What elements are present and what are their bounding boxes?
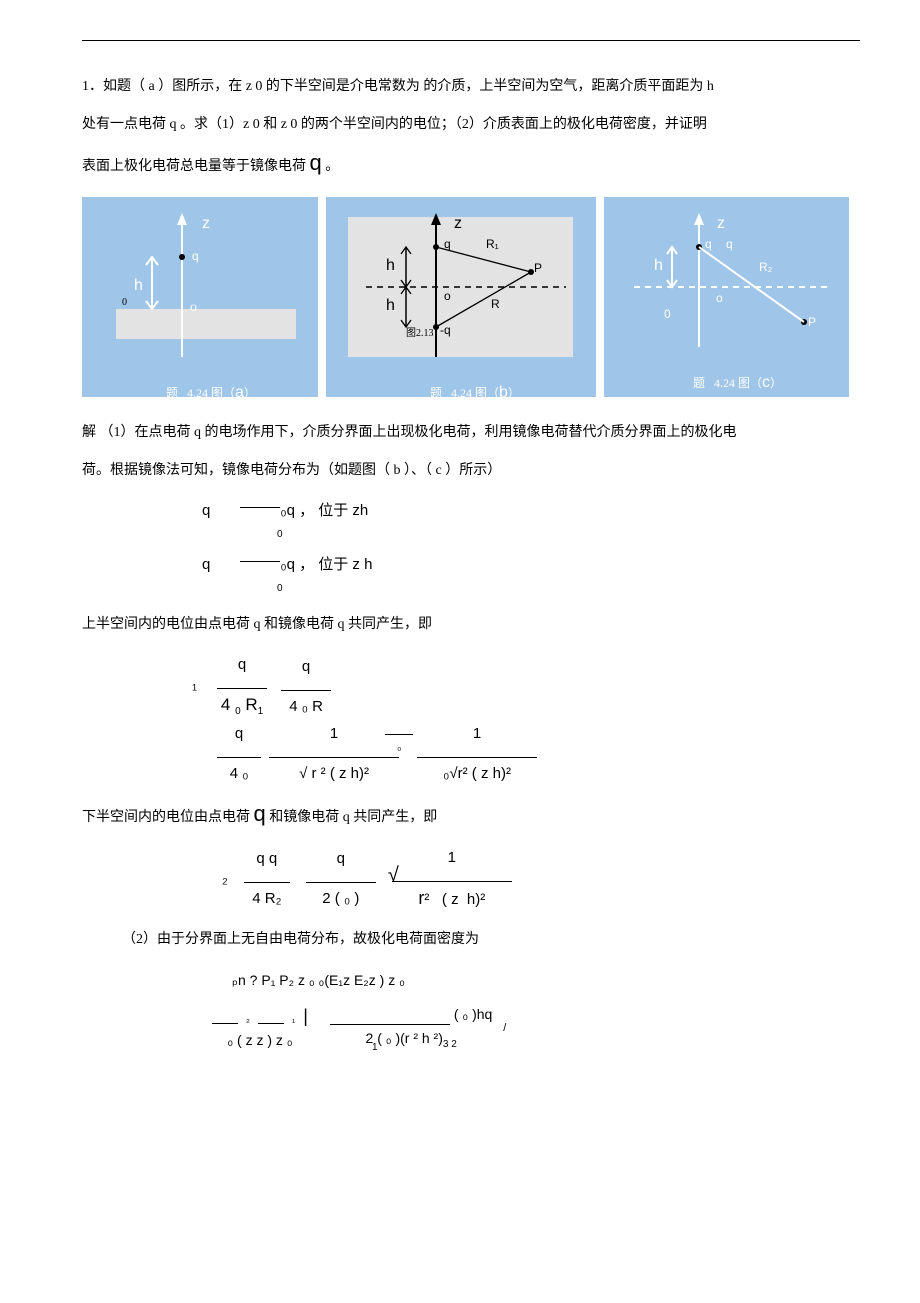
phi1-t2: q (281, 657, 331, 677)
sol-line-3: 下半空间内的电位由点电荷 q 和镜像电荷 q 共同产生，即 (82, 798, 860, 834)
rho1: ₚn ? P₁ P₂ z ₀ ₀(E₁z E₂z ) z ₀ (232, 972, 405, 988)
r2t2: ₁ (292, 1010, 295, 1030)
top-rule (82, 40, 860, 41)
fig-c-P: P (808, 315, 816, 329)
fig-b-h2: h (386, 297, 395, 315)
eq-rho2: ₂ ₁ | ₀ ( z z ) z ₀ ( ₀ )hq 2 ( ₀ )(r ² … (212, 1004, 860, 1051)
s3b: 和镜像电荷 q 共同产生，即 (266, 810, 438, 825)
fig-c-cap-pre: 题 4.24 图（ (693, 376, 762, 390)
phi2-t1: q q (244, 849, 290, 869)
fig-c-q2: q (726, 237, 733, 251)
figure-row: z q h 0 o 题 4.24 图（a） (82, 197, 860, 397)
problem-line-3: 表面上极化电荷总电量等于镜像电荷 q 。 (82, 147, 860, 183)
phi1-lead: ₁ (192, 675, 197, 695)
phi1-b2: 4 ₀ R (281, 697, 331, 717)
r2t1: ₂ (246, 1010, 250, 1030)
r2b1: ₀ ( z z ) z ₀ (212, 1030, 308, 1050)
fig-b-z: z (454, 215, 462, 233)
q1-s: 0 (277, 525, 283, 545)
s3big: q (254, 801, 266, 826)
fig-c-q1: q (705, 237, 712, 251)
fig-b-qneg: -q (440, 323, 451, 337)
fig-b-o: o (444, 289, 451, 303)
prob-l1c: 表面上极化电荷总电量等于镜像电荷 (82, 159, 310, 174)
fig-b-R: R (491, 297, 500, 311)
phi1-b1: 4 0 R1 (217, 695, 267, 718)
phi1-b5: ₀√r² ( z h)² (417, 764, 537, 784)
fig-c-z: z (717, 215, 725, 233)
phi1-pre5: ₀ (397, 738, 401, 758)
figure-c: z q q h R₂ o 0 P 题 4.24 图（c） (604, 197, 849, 397)
eq-phi2: ₂ q q 4 R₂ q 2 ( ₀ ) 1 r² ( z h)² √ (222, 848, 860, 910)
phi2-b2: 2 ( ₀ ) (306, 889, 376, 909)
phi1-t4: 1 (269, 724, 399, 744)
q2-l: q (202, 555, 210, 575)
eq-phi1: ₁ q 4 0 R1 q 4 ₀ R (192, 655, 860, 784)
fig-a-h: h (134, 277, 143, 295)
fig-a-svg (82, 197, 318, 397)
eq-qprime1: q ₀q ， 位于 zh 0 (202, 501, 860, 541)
fig-c-cap-post: ） (770, 376, 782, 390)
fig-b-h1: h (386, 257, 395, 275)
phi1-b4: √ r ² ( z h)² (269, 764, 399, 784)
sol-line-4: （2）由于分界面上无自由电荷分布，故极化电荷面密度为 (122, 924, 860, 956)
phi2-b1: 4 R₂ (244, 889, 290, 909)
fig-c-zero: 0 (664, 307, 671, 321)
fig-a-o: o (190, 300, 197, 316)
problem-line-1: 1．如题（ a ）图所示，在 z 0 的下半空间是介电常数为 的介质，上半空间为… (82, 71, 860, 103)
phi2-t3: 1 (392, 848, 512, 868)
sol-line-2: 上半空间内的电位由点电荷 q 和镜像电荷 q 共同产生，即 (82, 609, 860, 641)
phi1-t3: q (217, 724, 261, 744)
q1-l: q (202, 501, 210, 521)
fig-b-note: 图2.13 (406, 324, 434, 339)
fig-b-q: q (444, 237, 451, 251)
phi1-t5: 1 (417, 724, 537, 744)
fig-a-z: z (202, 215, 210, 233)
fig-b-cap-big: b (499, 384, 508, 401)
fig-b-R1: R₁ (486, 237, 499, 251)
phi2-t2: q (306, 849, 376, 869)
phi1-b3: 4 ₀ (217, 764, 261, 784)
s3a: 下半空间内的电位由点电荷 (82, 810, 254, 825)
prob-l1c-end: 。 (322, 159, 340, 174)
figure-a: z q h 0 o 题 4.24 图（a） (82, 197, 318, 397)
fig-c-o: o (716, 291, 723, 305)
phi2-b3: r² ( z h)² (392, 888, 512, 910)
prob-num: 1． (82, 79, 103, 94)
prob-l1a: 如题（ a ）图所示，在 z 0 的下半空间是介电常数为 的介质，上半空间为空气… (103, 79, 714, 94)
q2-s: 0 (277, 579, 283, 599)
fig-a-cap-post: ） (244, 386, 256, 400)
q1-m: ₀q ， 位于 zh (280, 501, 368, 521)
fig-a-cap-big: a (235, 384, 244, 401)
fig-a-caption: 题 4.24 图（a） (142, 369, 256, 417)
q2-m: ₀q ， 位于 z h (280, 555, 372, 575)
eq-qprime2: q ₀q ， 位于 z h 0 (202, 555, 860, 595)
sol-line-1b: 荷。根据镜像法可知，镜像电荷分布为（如题图（ b ）、（ c ）所示） (82, 455, 860, 487)
fig-c-cap-big: c (762, 374, 770, 391)
fig-a-q: q (192, 249, 199, 263)
fig-c-R2: R₂ (759, 260, 772, 274)
sol-line-1: 解 （1）在点电荷 q 的电场作用下，介质分界面上出现极化电荷，利用镜像电荷替代… (82, 417, 860, 449)
fig-a-eps0: 0 (122, 297, 127, 308)
phi2-lead: ₂ (222, 869, 228, 889)
r2exp: 3 2 (443, 1039, 457, 1050)
fig-b-cap-post: ） (508, 386, 520, 400)
problem-line-2: 处有一点电荷 q 。求（1）z 0 和 z 0 的两个半空间内的电位；（2）介质… (82, 109, 860, 141)
r2t3: ( ₀ )hq (454, 1006, 493, 1022)
r2slash: / (503, 1018, 506, 1038)
figure-b: z q R₁ P h h o R 图2.13 -q 题 4.24 图（b） (326, 197, 596, 397)
fig-b-P: P (534, 261, 542, 275)
fig-b-caption: 题 4.24 图（b） (406, 369, 520, 417)
fig-b-cap-pre: 题 4.24 图（ (430, 386, 499, 400)
prob-bigq: q (310, 150, 322, 175)
eq-rho1: ₚn ? P₁ P₂ z ₀ ₀(E₁z E₂z ) z ₀ (232, 970, 860, 990)
phi1-t1: q (217, 655, 267, 675)
fig-c-caption: 题 4.24 图（c） (669, 359, 782, 407)
fig-c-h: h (654, 257, 663, 275)
fig-a-cap-pre: 题 4.24 图（ (166, 386, 235, 400)
